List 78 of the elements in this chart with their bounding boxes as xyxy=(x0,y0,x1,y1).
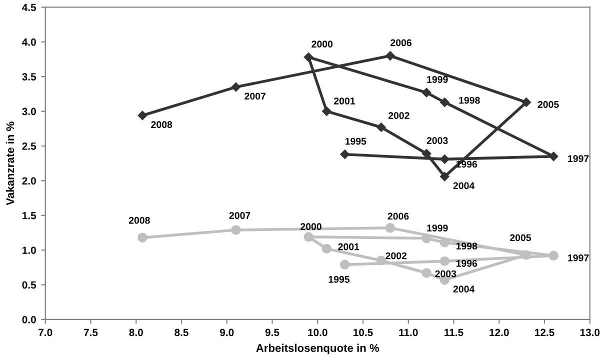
point xyxy=(386,51,395,60)
point xyxy=(440,256,450,266)
y-tick-label: 2.0 xyxy=(22,177,36,185)
x-tick-label: 10.0 xyxy=(308,328,328,336)
point xyxy=(422,149,432,158)
x-tick-label: 11.0 xyxy=(399,328,418,336)
x-axis-title: Arbeitslosenquote in % xyxy=(256,344,380,354)
x-tick-label: 7.5 xyxy=(84,328,98,336)
point xyxy=(422,88,432,98)
annotation: 2007 xyxy=(229,212,250,219)
point xyxy=(376,256,386,266)
point xyxy=(304,52,314,62)
annotation: 2003 xyxy=(435,270,456,278)
point xyxy=(548,250,558,261)
y-tick-label: 4.5 xyxy=(22,4,36,12)
annotation: 2000 xyxy=(300,223,322,230)
y-tick-label: 3.0 xyxy=(22,108,36,116)
x-tick-label: 12.0 xyxy=(490,328,509,336)
y-tick-label: 4.0 xyxy=(22,38,36,46)
y-tick-label: 3.5 xyxy=(22,73,36,81)
annotation: 2008 xyxy=(151,121,172,128)
y-axis-title: Vakanzrate in % xyxy=(6,122,14,206)
annotation: 1995 xyxy=(328,276,350,283)
x-tick-label: 10.5 xyxy=(354,328,373,336)
point xyxy=(231,82,241,92)
annotation: 1997 xyxy=(568,254,589,262)
point xyxy=(422,268,432,278)
annotation: 1999 xyxy=(427,224,448,232)
annotation: 2003 xyxy=(426,137,448,144)
point xyxy=(440,172,450,182)
annotation: 2006 xyxy=(388,212,409,220)
point xyxy=(440,98,450,107)
annotation: 2006 xyxy=(390,39,412,46)
point xyxy=(138,232,148,242)
x-tick-label: 9.0 xyxy=(220,328,234,336)
annotation: 2005 xyxy=(510,234,532,242)
point xyxy=(440,154,450,164)
x-tick-label: 13.0 xyxy=(580,328,600,336)
annotation: 1995 xyxy=(345,138,366,145)
point xyxy=(422,233,432,244)
x-tick-label: 8.0 xyxy=(129,328,143,336)
annotation: 1998 xyxy=(459,96,480,104)
annotation: 1998 xyxy=(456,242,478,250)
point xyxy=(322,106,332,116)
x-tick-label: 8.5 xyxy=(174,328,188,336)
point xyxy=(340,260,350,270)
annotation: 2002 xyxy=(388,112,410,120)
annotation: 2001 xyxy=(334,98,355,104)
x-tick-label: 12.5 xyxy=(535,328,554,336)
annotation: 2002 xyxy=(386,252,407,260)
point xyxy=(322,244,332,254)
y-tick-label: 0.0 xyxy=(22,316,36,324)
annotation: 2000 xyxy=(312,40,333,48)
annotation: 2004 xyxy=(453,286,475,293)
x-tick-label: 9.5 xyxy=(265,328,280,336)
annotation: 2008 xyxy=(128,216,150,224)
point xyxy=(440,238,450,248)
annotation: 1997 xyxy=(568,155,589,162)
point xyxy=(376,122,386,132)
point xyxy=(385,223,396,233)
x-tick-label: 7.0 xyxy=(38,328,52,336)
annotation: 2004 xyxy=(453,182,475,190)
y-tick-label: 2.5 xyxy=(22,142,36,150)
point xyxy=(231,225,241,235)
y-tick-label: 1.0 xyxy=(22,246,36,254)
annotation: 1996 xyxy=(456,260,478,267)
annotation: 2005 xyxy=(538,101,559,108)
x-tick-label: 11.5 xyxy=(444,328,464,336)
annotation: 2001 xyxy=(338,243,360,250)
y-tick-label: 0.5 xyxy=(22,281,36,289)
y-tick-label: 1.5 xyxy=(22,212,36,220)
point xyxy=(522,98,531,107)
point xyxy=(548,152,558,162)
annotation: 1999 xyxy=(427,76,448,83)
point xyxy=(138,110,148,120)
point xyxy=(304,232,314,242)
point xyxy=(340,150,350,159)
annotation: 2007 xyxy=(244,92,266,100)
